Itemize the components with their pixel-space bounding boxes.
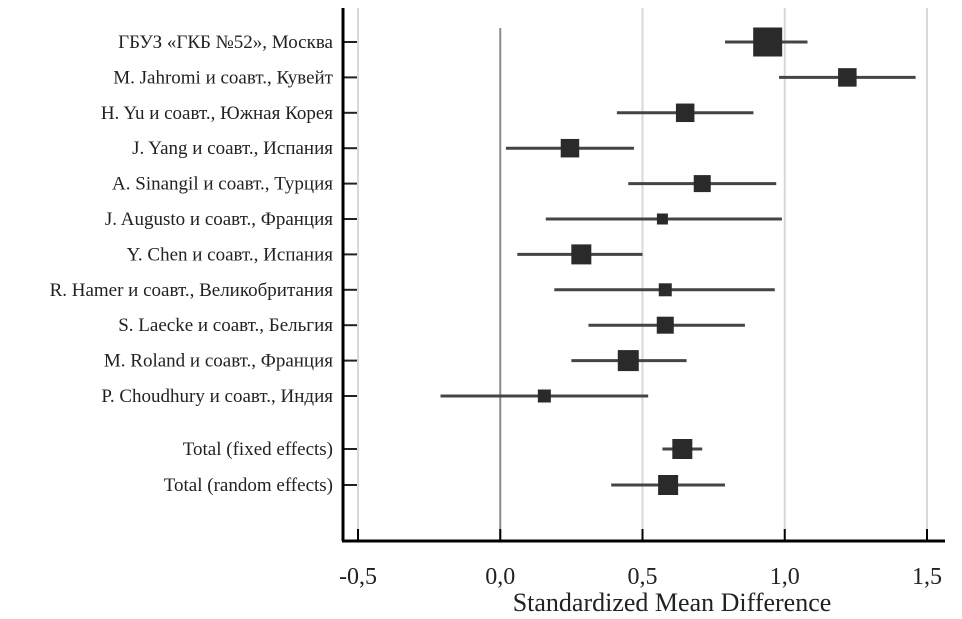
- point-estimate-box: [838, 68, 857, 87]
- gridlines: [357, 8, 928, 541]
- study-label: R. Hamer и соавт., Великобритания: [50, 280, 334, 301]
- x-axis-ticks: -0,5 0,0 0,5 1,0 1,5: [339, 529, 942, 590]
- study-label: M. Jahromi и соавт., Кувейт: [113, 67, 333, 88]
- study-labels: ГБУЗ «ГКБ №52», Москва M. Jahromi и соавт…: [50, 32, 334, 496]
- point-estimate-box: [675, 103, 695, 123]
- x-tick-label: 1,0: [770, 564, 800, 590]
- study-label: P. Choudhury и соавт., Индия: [101, 386, 333, 407]
- x-tick-label: 0,5: [628, 564, 658, 590]
- study-label: Total (fixed effects): [183, 439, 333, 460]
- point-estimate-box: [571, 244, 592, 265]
- study-label: Total (random effects): [164, 475, 333, 496]
- study-label: S. Laecke и соавт., Бельгия: [118, 315, 333, 336]
- point-estimate-box: [658, 283, 672, 297]
- point-estimate-box: [560, 138, 580, 158]
- point-estimate-box: [658, 475, 679, 495]
- point-estimate-box: [537, 389, 551, 403]
- study-label: ГБУЗ «ГКБ №52», Москва: [118, 32, 333, 53]
- study-label: J. Augusto и соавт., Франция: [105, 209, 333, 230]
- x-tick-label: -0,5: [339, 564, 377, 590]
- x-tick-label: 0,0: [485, 564, 515, 590]
- point-estimate-box: [656, 213, 668, 225]
- x-axis-title: Standardized Mean Difference: [513, 588, 832, 617]
- point-estimate-box: [617, 350, 639, 372]
- study-label: H. Yu и соавт., Южная Корея: [101, 103, 333, 124]
- study-marks: [343, 27, 916, 495]
- study-label: J. Yang и соавт., Испания: [132, 138, 333, 159]
- point-estimate-box: [672, 439, 693, 459]
- point-estimate-box: [753, 27, 783, 57]
- x-tick-label: 1,5: [912, 564, 942, 590]
- study-label: M. Roland и соавт., Франция: [104, 351, 333, 372]
- study-label: A. Sinangil и соавт., Турция: [112, 174, 333, 195]
- point-estimate-box: [693, 175, 711, 193]
- point-estimate-box: [656, 316, 674, 334]
- study-label: Y. Chen и соавт., Испания: [127, 244, 334, 265]
